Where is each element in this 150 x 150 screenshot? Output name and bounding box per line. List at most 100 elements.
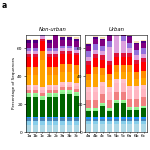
Bar (114, 72, 119, 79)
Bar (100, 86, 105, 94)
Bar (120, 41, 126, 53)
Bar (33, 67, 38, 75)
Bar (114, 101, 119, 103)
Bar (141, 117, 146, 119)
Bar (26, 118, 31, 121)
Bar (40, 25, 45, 28)
Bar (127, 57, 132, 65)
Bar (120, 65, 126, 72)
Bar (141, 119, 146, 121)
Bar (127, 119, 132, 121)
Bar (47, 117, 52, 118)
Bar (120, 30, 126, 36)
Bar (141, 85, 146, 89)
Bar (40, 51, 45, 60)
Bar (53, 51, 58, 54)
Bar (60, 117, 65, 118)
Bar (26, 117, 31, 118)
Bar (33, 48, 38, 51)
Bar (100, 104, 105, 106)
Bar (114, 92, 119, 100)
Bar (141, 97, 146, 106)
Bar (86, 46, 92, 51)
Bar (47, 125, 52, 132)
Bar (26, 48, 31, 51)
Bar (107, 36, 112, 41)
Bar (93, 110, 98, 111)
Bar (40, 33, 45, 36)
Bar (53, 93, 58, 94)
Bar (67, 90, 72, 92)
Bar (33, 93, 38, 94)
Bar (120, 53, 126, 57)
Bar (141, 43, 146, 48)
Bar (60, 94, 65, 117)
Bar (67, 87, 72, 90)
Bar (67, 46, 72, 48)
Bar (60, 40, 65, 46)
Bar (26, 67, 31, 75)
Bar (86, 100, 92, 108)
Bar (120, 36, 126, 41)
Bar (93, 67, 98, 73)
Bar (114, 18, 119, 19)
Bar (141, 107, 146, 108)
Bar (93, 37, 98, 39)
Bar (40, 39, 45, 41)
Bar (134, 72, 139, 79)
Bar (107, 111, 112, 117)
Bar (120, 72, 126, 79)
Bar (134, 108, 139, 110)
Bar (26, 97, 31, 117)
Bar (86, 51, 92, 57)
Bar (120, 100, 126, 101)
Bar (127, 86, 132, 90)
Bar (53, 67, 58, 75)
Bar (86, 124, 92, 132)
Bar (120, 79, 126, 83)
Bar (100, 55, 105, 60)
Bar (127, 72, 132, 86)
Bar (74, 65, 79, 74)
Text: a: a (2, 2, 7, 10)
Bar (26, 94, 31, 97)
Bar (86, 121, 92, 124)
Bar (100, 46, 105, 51)
Bar (40, 100, 45, 117)
Bar (47, 90, 52, 93)
Bar (120, 101, 126, 103)
Y-axis label: Percentage of Sequences: Percentage of Sequences (12, 57, 16, 109)
Bar (114, 83, 119, 92)
Bar (93, 39, 98, 44)
Bar (60, 64, 65, 72)
Bar (53, 26, 58, 48)
Bar (127, 90, 132, 99)
Bar (107, 80, 112, 87)
Bar (93, 36, 98, 37)
Bar (74, 92, 79, 93)
Bar (67, 125, 72, 132)
Bar (93, 100, 98, 108)
Bar (86, 74, 92, 80)
Bar (93, 124, 98, 132)
Bar (141, 54, 146, 58)
Bar (114, 119, 119, 121)
Bar (100, 103, 105, 104)
Bar (74, 50, 79, 53)
Bar (26, 40, 31, 43)
Bar (60, 82, 65, 85)
Bar (107, 41, 112, 47)
Bar (26, 75, 31, 85)
Bar (47, 43, 52, 48)
Bar (53, 97, 58, 117)
Bar (40, 121, 45, 125)
Bar (47, 48, 52, 51)
Bar (74, 47, 79, 50)
Bar (40, 97, 45, 100)
Bar (107, 61, 112, 65)
Bar (114, 103, 119, 117)
Bar (47, 67, 52, 75)
Bar (26, 54, 31, 57)
Bar (100, 51, 105, 55)
Bar (134, 43, 139, 44)
